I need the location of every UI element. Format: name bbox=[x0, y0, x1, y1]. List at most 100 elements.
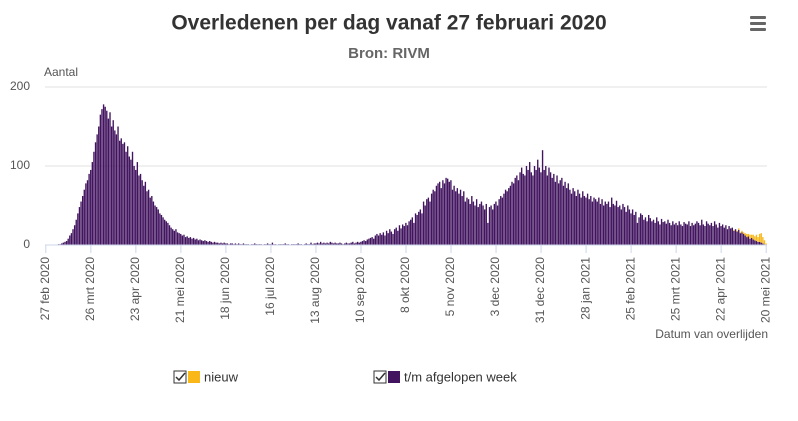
bar bbox=[609, 207, 611, 245]
bar bbox=[570, 193, 573, 245]
bar bbox=[652, 219, 655, 245]
bar bbox=[432, 189, 434, 245]
bar bbox=[554, 181, 557, 245]
bar bbox=[456, 188, 459, 245]
y-tick-label: 200 bbox=[10, 79, 30, 93]
bar bbox=[480, 201, 483, 245]
bar bbox=[551, 177, 553, 245]
legend-swatch[interactable] bbox=[388, 371, 400, 383]
bar bbox=[762, 243, 764, 245]
bar bbox=[750, 237, 753, 245]
bar bbox=[212, 242, 214, 245]
bar bbox=[107, 118, 110, 245]
bar bbox=[705, 221, 708, 245]
legend-checkmark[interactable] bbox=[375, 372, 386, 382]
bar bbox=[738, 228, 740, 230]
bar bbox=[199, 239, 201, 245]
bar bbox=[623, 207, 626, 245]
bar bbox=[471, 196, 473, 245]
bar bbox=[656, 217, 658, 245]
bar bbox=[151, 196, 153, 245]
bar bbox=[733, 230, 735, 245]
bar bbox=[582, 191, 584, 245]
legend-checkbox[interactable] bbox=[373, 370, 387, 384]
bar bbox=[567, 183, 569, 245]
bar bbox=[619, 205, 621, 245]
bar bbox=[61, 243, 63, 245]
bar bbox=[144, 181, 147, 245]
x-tick-label: 16 jul 2020 bbox=[263, 257, 277, 316]
bar bbox=[662, 222, 664, 245]
bar bbox=[702, 224, 705, 245]
bar bbox=[472, 201, 475, 245]
bar bbox=[511, 181, 513, 245]
bar bbox=[736, 230, 738, 232]
bar bbox=[736, 231, 738, 245]
legend-label[interactable]: nieuw bbox=[204, 369, 239, 384]
legend-checkbox[interactable] bbox=[173, 370, 187, 384]
bar bbox=[664, 221, 666, 245]
bar bbox=[720, 226, 722, 245]
bar bbox=[562, 185, 565, 245]
bar bbox=[738, 229, 740, 245]
bar bbox=[443, 183, 446, 245]
bar bbox=[77, 213, 79, 245]
bar bbox=[204, 240, 206, 245]
bar bbox=[760, 242, 762, 245]
bar bbox=[405, 222, 407, 245]
legend-item[interactable]: nieuw bbox=[173, 369, 239, 384]
bar bbox=[217, 242, 219, 245]
bar bbox=[506, 191, 508, 245]
legend-checkmark[interactable] bbox=[175, 372, 186, 382]
menu-button[interactable] bbox=[750, 16, 766, 31]
bar bbox=[434, 191, 436, 245]
x-tick-label: 5 nov 2020 bbox=[443, 257, 457, 317]
legend-swatch[interactable] bbox=[188, 371, 200, 383]
bar bbox=[479, 203, 481, 245]
bar bbox=[284, 243, 286, 245]
bar bbox=[389, 229, 391, 245]
bar bbox=[70, 233, 73, 245]
bar bbox=[754, 240, 756, 245]
x-tick-label: 25 feb 2021 bbox=[623, 257, 637, 321]
bar bbox=[397, 230, 399, 245]
bar bbox=[429, 201, 431, 245]
bar bbox=[332, 243, 335, 245]
bar bbox=[387, 233, 389, 245]
bar bbox=[215, 242, 217, 245]
bar bbox=[180, 233, 182, 245]
x-tick-label: 28 jan 2021 bbox=[578, 257, 592, 320]
bar bbox=[533, 166, 536, 245]
bar bbox=[614, 205, 616, 245]
bar bbox=[96, 134, 98, 245]
bar bbox=[752, 239, 754, 245]
bar bbox=[91, 162, 93, 245]
bar bbox=[517, 180, 520, 245]
legend-item[interactable]: t/m afgelopen week bbox=[373, 369, 517, 384]
x-tick-label: 26 mrt 2020 bbox=[83, 257, 97, 321]
menu-bar[interactable] bbox=[750, 28, 766, 31]
bar bbox=[546, 175, 549, 245]
bar bbox=[130, 159, 132, 245]
bar bbox=[596, 201, 598, 245]
bar bbox=[414, 213, 417, 245]
bar bbox=[485, 203, 487, 245]
bar bbox=[569, 189, 571, 245]
bar bbox=[85, 183, 87, 245]
menu-bar[interactable] bbox=[750, 22, 766, 25]
bar bbox=[364, 241, 367, 245]
bar bbox=[538, 167, 541, 245]
legend-label[interactable]: t/m afgelopen week bbox=[404, 369, 517, 384]
bar bbox=[168, 225, 171, 245]
bar bbox=[374, 235, 377, 245]
bar bbox=[628, 209, 631, 245]
menu-bar[interactable] bbox=[750, 16, 766, 19]
bar bbox=[488, 207, 491, 245]
bar bbox=[385, 230, 388, 245]
bar bbox=[125, 151, 127, 245]
bar bbox=[440, 188, 442, 245]
bar bbox=[209, 241, 211, 245]
bar bbox=[221, 243, 224, 245]
bar bbox=[668, 222, 671, 245]
bar bbox=[739, 232, 742, 234]
